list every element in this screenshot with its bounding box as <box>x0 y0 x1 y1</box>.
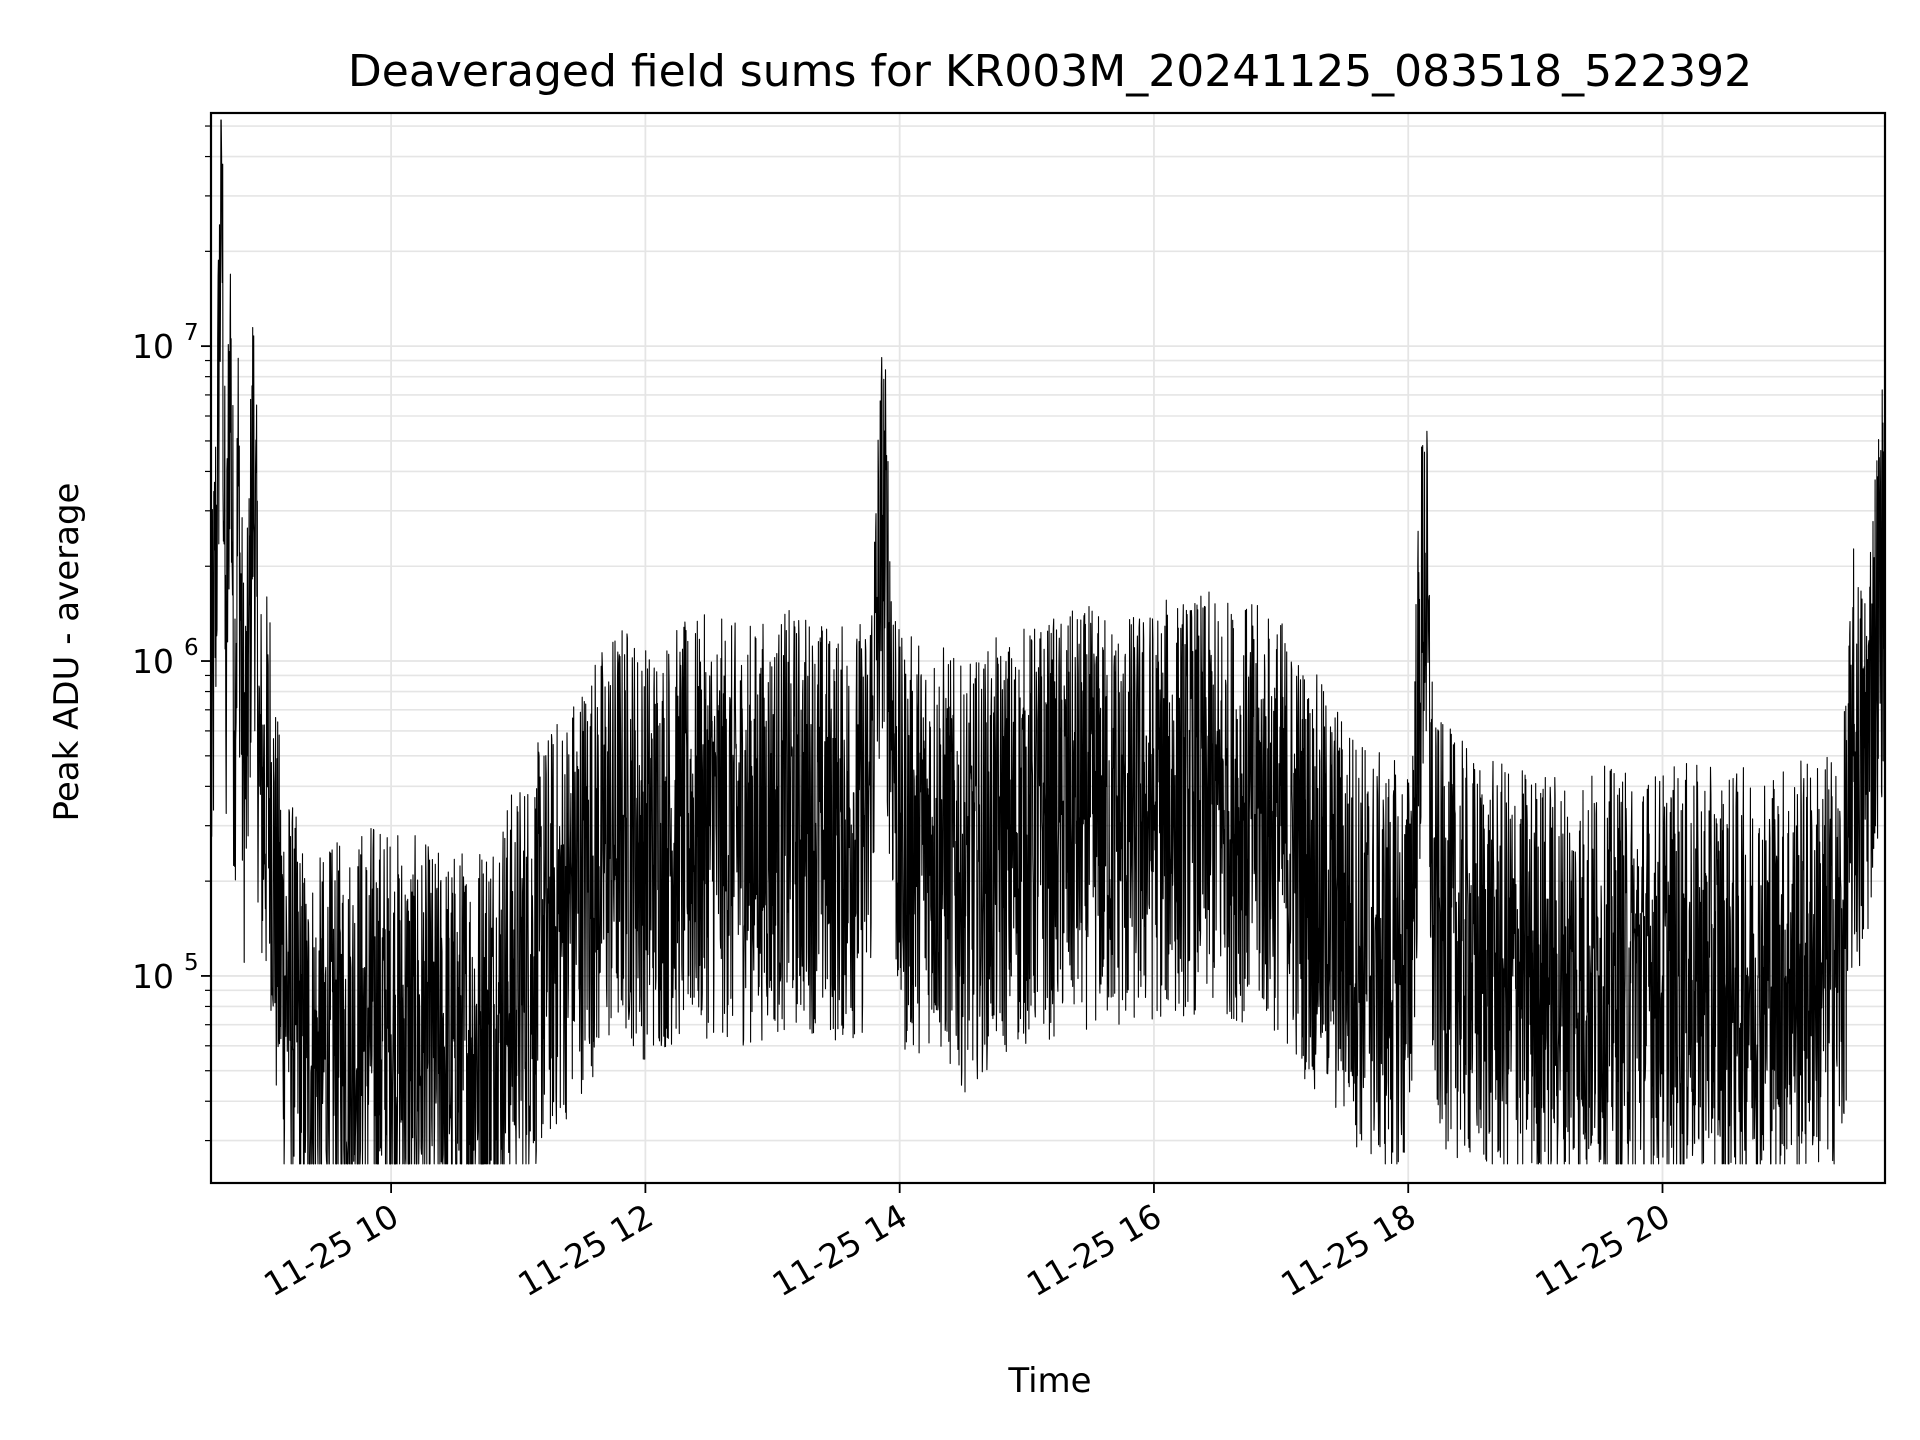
series-line-peak-adu <box>210 119 1886 1165</box>
x-axis-label: Time <box>1007 1361 1091 1401</box>
y-tick-exponent: 6 <box>184 635 199 661</box>
y-tick-label: 10 <box>132 957 174 996</box>
plot-frame <box>209 111 1887 1185</box>
y-tick-label: 10 <box>132 327 174 366</box>
plot-area <box>210 119 1886 1165</box>
y-tick-label: 10 <box>132 642 174 681</box>
chart-title: Deaveraged field sums for KR003M_2024112… <box>348 46 1752 97</box>
y-tick-exponent: 5 <box>184 950 199 976</box>
y-axis-label: Peak ADU - average <box>47 483 87 822</box>
y-tick-exponent: 7 <box>184 320 199 346</box>
